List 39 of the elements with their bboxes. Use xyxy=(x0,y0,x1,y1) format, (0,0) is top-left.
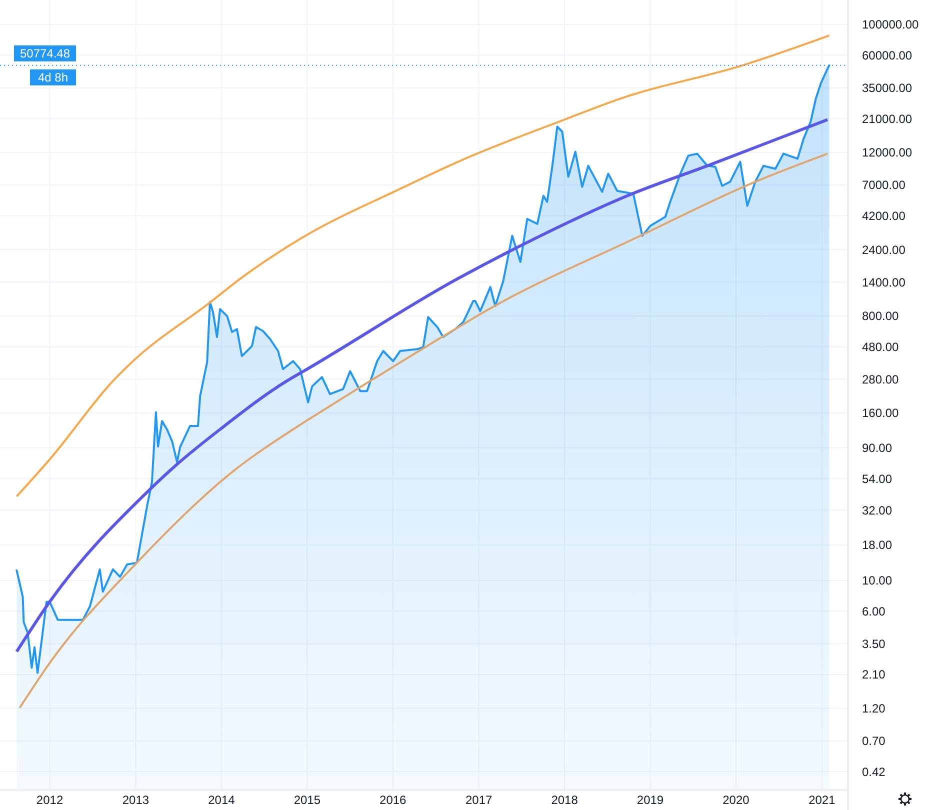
y-tick-label: 2.10 xyxy=(862,668,886,682)
y-tick-label: 480.00 xyxy=(862,340,900,354)
x-tick-label: 2018 xyxy=(551,793,578,807)
x-tick-label: 2019 xyxy=(636,793,664,807)
x-tick-label: 2020 xyxy=(722,793,750,807)
y-tick-label: 35000.00 xyxy=(862,81,912,96)
line-series xyxy=(18,152,829,709)
x-tick-label: 2021 xyxy=(808,793,836,807)
y-tick-label: 160.00 xyxy=(862,406,900,420)
y-tick-label: 1.20 xyxy=(862,702,886,716)
y-tick-label: 6.00 xyxy=(862,604,886,618)
y-tick-label: 10.00 xyxy=(862,574,892,588)
y-tick-label: 12000.00 xyxy=(862,146,912,160)
line-series xyxy=(15,118,830,654)
y-tick-label: 0.70 xyxy=(862,734,886,748)
y-tick-label: 0.42 xyxy=(862,764,886,779)
y-tick-label: 3.50 xyxy=(862,636,886,651)
annotation: 4d 8h xyxy=(38,70,68,84)
x-tick-label: 2017 xyxy=(465,793,493,807)
y-tick-label: 100000.00 xyxy=(862,18,920,32)
y-tick-label: 800.00 xyxy=(862,309,900,324)
y-tick-label: 54.00 xyxy=(862,472,892,486)
x-tick-label: 2012 xyxy=(36,793,64,807)
ref-line-label: 50774.48 xyxy=(20,46,70,60)
y-tick-label: 1400.00 xyxy=(862,275,906,290)
y-tick-label: 90.00 xyxy=(862,440,892,455)
y-tick-label: 60000.00 xyxy=(862,48,912,62)
y-tick-label: 7000.00 xyxy=(862,178,906,192)
x-tick-label: 2013 xyxy=(122,793,150,807)
y-tick-label: 18.00 xyxy=(862,538,892,552)
line-series xyxy=(16,34,830,498)
x-tick-label: 2015 xyxy=(294,793,321,807)
y-tick-label: 2400.00 xyxy=(862,242,906,257)
y-tick-label: 280.00 xyxy=(862,372,900,386)
x-tick-label: 2014 xyxy=(208,793,236,807)
y-tick-label: 32.00 xyxy=(862,503,892,518)
y-tick-label: 4200.00 xyxy=(862,208,906,223)
x-tick-label: 2016 xyxy=(380,793,407,807)
y-tick-label: 21000.00 xyxy=(862,112,912,126)
